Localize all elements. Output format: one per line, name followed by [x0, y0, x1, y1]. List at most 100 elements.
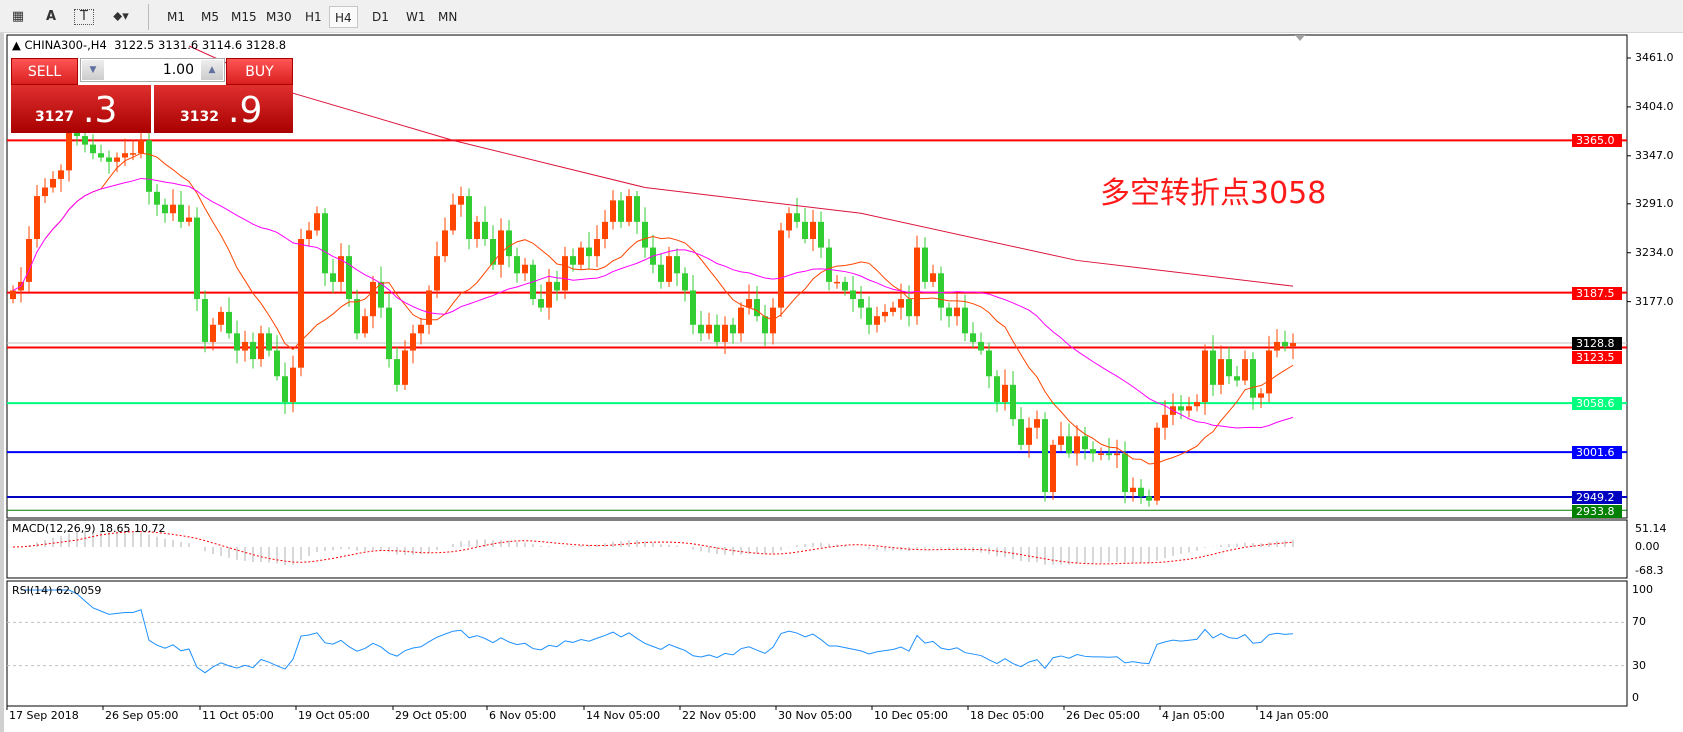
price-tick-label: 3404.0	[1635, 99, 1674, 113]
candle	[898, 283, 904, 320]
candle	[514, 247, 520, 283]
candle-body	[1186, 406, 1192, 411]
timeframe-m5[interactable]: M5	[201, 10, 219, 24]
ma-fast-line	[44, 152, 1294, 465]
macd-tick-label: -68.3	[1635, 564, 1664, 577]
time-tick-label: 26 Sep 05:00	[105, 709, 179, 722]
lots-input[interactable]: ▼ 1.00 ▲	[80, 58, 225, 82]
candle	[122, 138, 128, 167]
timeframe-w1[interactable]: W1	[406, 10, 426, 24]
candle-body	[322, 213, 328, 274]
candle-body	[450, 204, 456, 231]
candle-body	[1146, 496, 1152, 501]
buy-price-box[interactable]: 3132 .9	[154, 85, 293, 133]
chart-shift-icon	[1295, 35, 1305, 41]
candle	[802, 208, 808, 244]
candle-body	[1114, 453, 1120, 456]
candle	[754, 286, 760, 322]
candle-body	[882, 311, 888, 317]
candle	[322, 208, 328, 287]
lots-value: 1.00	[162, 62, 194, 78]
timeframe-m15[interactable]: M15	[231, 10, 257, 24]
timeframe-h1[interactable]: H1	[305, 10, 322, 24]
buy-price-main: 3132	[180, 109, 219, 125]
candle-body	[34, 196, 40, 239]
time-tick-label: 17 Sep 2018	[9, 709, 79, 722]
candle-body	[418, 324, 424, 334]
candle	[330, 258, 336, 294]
time-tick-label: 6 Nov 05:00	[489, 709, 557, 722]
buy-button[interactable]: BUY	[226, 58, 293, 85]
macd-tick-label: 0.00	[1635, 540, 1660, 553]
candle-body	[410, 333, 416, 351]
sell-price-box[interactable]: 3127 .3	[11, 85, 151, 133]
grid-icon[interactable]: ▦	[11, 9, 25, 24]
candle-body	[698, 324, 704, 334]
candle	[834, 275, 840, 289]
toolbar: ▦ A T ⬥▾ M1 M5 M15 M30 H1 H4 D1 W1 MN	[0, 0, 1683, 33]
candle	[482, 206, 488, 246]
candle	[26, 226, 32, 293]
candle-body	[210, 324, 216, 342]
candle-body	[906, 299, 912, 317]
candle	[58, 164, 64, 192]
candle	[442, 217, 448, 263]
timeframe-m1[interactable]: M1	[167, 10, 185, 24]
candle	[626, 189, 632, 227]
candle	[610, 190, 616, 230]
candle	[250, 332, 256, 369]
candle-body	[394, 359, 400, 385]
candle-body	[1234, 376, 1240, 381]
level-tag-3128.8: 3128.8	[1572, 336, 1622, 350]
candle-body	[674, 256, 680, 274]
candle-body	[186, 217, 192, 222]
candle	[1122, 441, 1128, 504]
candle-body	[658, 264, 664, 282]
candle	[394, 347, 400, 392]
lots-decrease-button[interactable]: ▼	[82, 60, 104, 80]
candle-body	[1106, 453, 1112, 456]
candle	[1138, 479, 1144, 505]
candle-body	[106, 157, 112, 162]
collapse-triangle-icon[interactable]: ▲	[12, 38, 21, 52]
timeframe-d1[interactable]: D1	[372, 10, 389, 24]
candle	[1106, 438, 1112, 461]
macd-title: MACD(12,26,9) 18.65 10.72	[12, 522, 166, 535]
text-icon[interactable]: A	[45, 9, 57, 24]
text-label-icon[interactable]: T	[74, 9, 94, 25]
candle	[994, 370, 1000, 413]
candle	[1194, 394, 1200, 412]
candle	[474, 215, 480, 248]
candle	[522, 257, 528, 282]
time-tick-label: 11 Oct 05:00	[202, 709, 274, 722]
timeframe-mn[interactable]: MN	[438, 10, 458, 24]
candle	[346, 245, 352, 307]
candle	[1026, 417, 1032, 458]
timeframe-h4[interactable]: H4	[329, 6, 358, 28]
arrows-icon[interactable]: ⬥▾	[113, 9, 129, 24]
candle	[362, 308, 368, 338]
candle	[42, 178, 48, 203]
sell-button[interactable]: SELL	[11, 58, 78, 85]
candle-body	[490, 238, 496, 265]
candle-body	[722, 324, 728, 342]
candle-body	[482, 221, 488, 239]
candle	[666, 246, 672, 288]
candle	[1218, 345, 1224, 395]
candle-body	[370, 281, 376, 317]
candle-body	[730, 324, 736, 334]
candle-body	[626, 196, 632, 222]
candle	[938, 266, 944, 321]
candle	[202, 290, 208, 353]
candle-body	[58, 170, 64, 179]
candle	[730, 317, 736, 344]
timeframe-m30[interactable]: M30	[266, 10, 292, 24]
candle-body	[570, 256, 576, 265]
candle-body	[42, 187, 48, 197]
candle	[434, 241, 440, 299]
lots-increase-button[interactable]: ▲	[201, 60, 223, 80]
candle	[586, 232, 592, 270]
candle	[858, 286, 864, 319]
candle-body	[610, 200, 616, 222]
sell-price-main: 3127	[35, 109, 74, 125]
